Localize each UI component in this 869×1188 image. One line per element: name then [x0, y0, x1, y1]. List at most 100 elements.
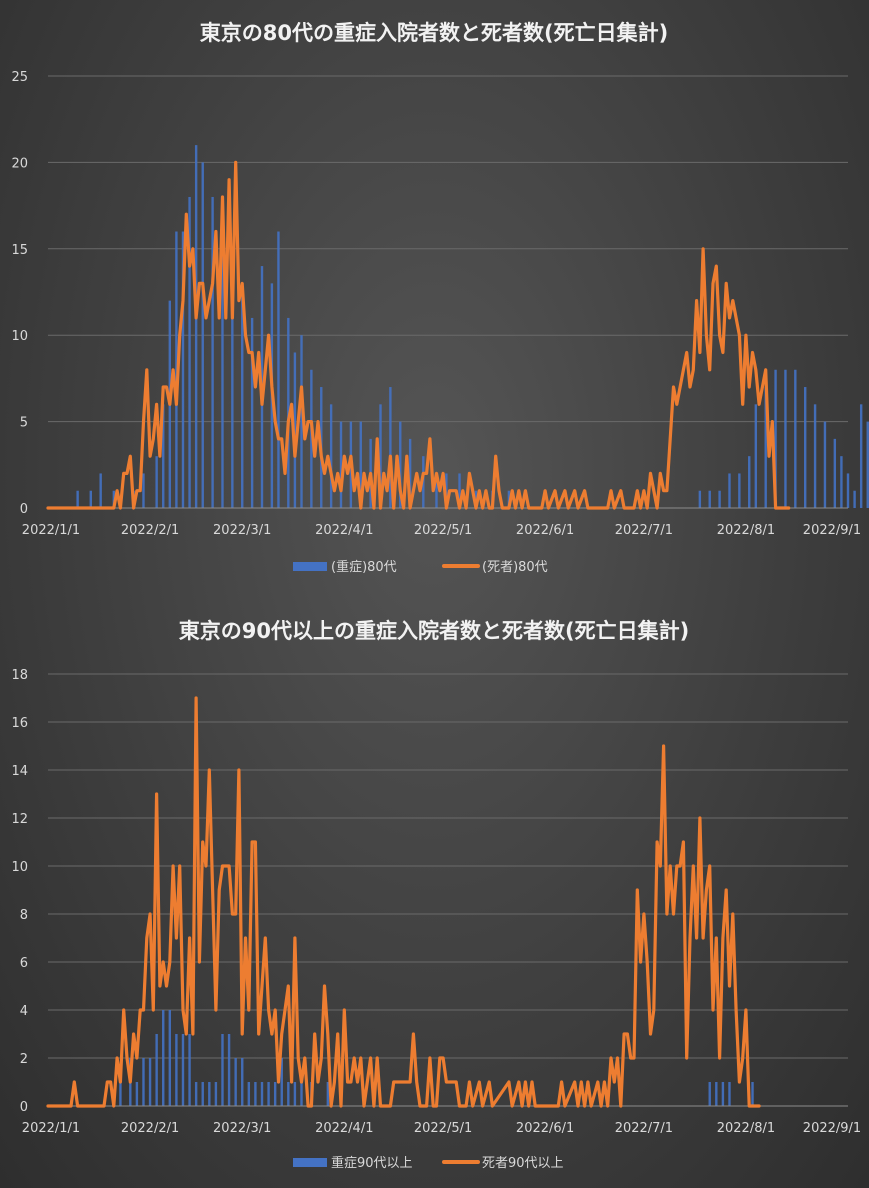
bar — [326, 1082, 330, 1106]
x-tick-label: 2022/8/1 — [717, 523, 775, 538]
x-tick-label: 2022/9/1 — [803, 1121, 861, 1136]
bar — [399, 421, 402, 508]
x-tick-label: 2022/9/1 — [803, 523, 861, 538]
bar — [89, 490, 92, 508]
legend: (重症)80代 (死者)80代 — [293, 559, 548, 575]
bar — [300, 1082, 303, 1106]
x-tick-label: 2022/5/1 — [414, 523, 472, 538]
legend-swatch-bar — [293, 1158, 327, 1167]
bar — [293, 1082, 297, 1106]
legend-label: (死者)80代 — [482, 560, 548, 575]
y-tick-label: 5 — [20, 416, 28, 431]
legend-label: (重症)80代 — [331, 559, 397, 575]
bar — [227, 1034, 231, 1106]
bar — [148, 1058, 152, 1106]
bar — [188, 1034, 191, 1106]
legend-swatch-bar — [293, 562, 327, 571]
x-tick-label: 2022/4/1 — [315, 523, 373, 538]
bar — [241, 1058, 244, 1106]
bar — [175, 1034, 178, 1106]
x-tick-label: 2022/6/1 — [516, 1121, 574, 1136]
bar — [155, 456, 158, 508]
x-tick-label: 2022/3/1 — [213, 523, 271, 538]
chart-2: 東京の90代以上の重症入院者数と死者数(死亡日集計) 0 2 4 6 8 10 12 14 16 1… — [11, 619, 861, 1171]
y-tick-label: 0 — [20, 502, 28, 517]
bar — [329, 404, 333, 508]
bar — [708, 1082, 711, 1106]
bar — [273, 1082, 277, 1106]
bar — [168, 1010, 172, 1106]
bar — [194, 145, 198, 508]
bar — [853, 490, 856, 508]
x-tick-label: 2022/2/1 — [121, 523, 179, 538]
bar — [764, 387, 767, 508]
bar — [715, 1082, 718, 1106]
bar — [221, 196, 224, 508]
bar — [208, 1082, 211, 1106]
bar — [840, 456, 843, 508]
x-tick-label: 2022/6/1 — [516, 523, 574, 538]
bar — [234, 1058, 237, 1106]
bar — [846, 473, 850, 508]
bar — [99, 473, 102, 508]
y-tick-label: 20 — [11, 156, 28, 171]
chart-title: 東京の90代以上の重症入院者数と死者数(死亡日集計) — [179, 619, 689, 643]
x-tick-label: 2022/8/1 — [717, 1121, 775, 1136]
y-tick-label: 2 — [20, 1052, 28, 1067]
bar — [181, 231, 185, 508]
x-tick-label: 2022/7/1 — [615, 523, 673, 538]
bar — [718, 490, 721, 508]
series-line — [46, 696, 761, 1108]
bar — [751, 1082, 754, 1106]
y-tick-label: 6 — [20, 956, 28, 971]
y-tick-label: 16 — [11, 716, 28, 731]
bar — [260, 1082, 264, 1106]
bar — [76, 490, 79, 508]
bar — [754, 404, 758, 508]
bar — [277, 231, 280, 508]
bar — [866, 421, 869, 508]
bar — [231, 266, 234, 508]
legend-label: 重症90代以上 — [331, 1155, 413, 1171]
bar — [214, 1082, 218, 1106]
bar — [728, 473, 731, 508]
bar — [422, 456, 425, 508]
bar — [280, 1058, 283, 1106]
bar — [359, 421, 362, 508]
bar — [201, 162, 204, 508]
x-tick-label: 2022/1/1 — [22, 523, 80, 538]
bar — [181, 1034, 185, 1106]
bar — [175, 231, 178, 508]
bar — [804, 387, 807, 508]
bar — [708, 490, 711, 508]
chart-1: 東京の80代の重症入院者数と死者数(死亡日集計) 0 5 10 15 20 25 2022/1… — [11, 21, 869, 575]
y-tick-label: 25 — [11, 70, 28, 85]
legend: 重症90代以上 死者90代以上 — [293, 1155, 564, 1171]
y-tick-label: 10 — [11, 329, 28, 344]
bar — [241, 283, 244, 508]
y-tick-label: 4 — [20, 1004, 28, 1019]
bar — [408, 438, 412, 508]
bar — [774, 369, 777, 508]
legend-label: 死者90代以上 — [482, 1156, 564, 1171]
bar — [728, 1082, 731, 1106]
bar — [254, 1082, 257, 1106]
bar — [201, 1082, 204, 1106]
bar — [859, 404, 863, 508]
bar — [119, 1082, 122, 1106]
bar — [794, 369, 797, 508]
bar — [748, 456, 751, 508]
bar — [293, 352, 297, 508]
bar — [813, 404, 817, 508]
bar — [698, 490, 702, 508]
bar — [247, 1082, 251, 1106]
y-tick-label: 0 — [20, 1100, 28, 1115]
bar — [389, 387, 392, 508]
bar — [221, 1034, 224, 1106]
bar — [155, 1034, 158, 1106]
bar — [738, 473, 741, 508]
x-tick-label: 2022/4/1 — [315, 1121, 373, 1136]
bar — [310, 369, 313, 508]
x-tick-label: 2022/3/1 — [213, 1121, 271, 1136]
